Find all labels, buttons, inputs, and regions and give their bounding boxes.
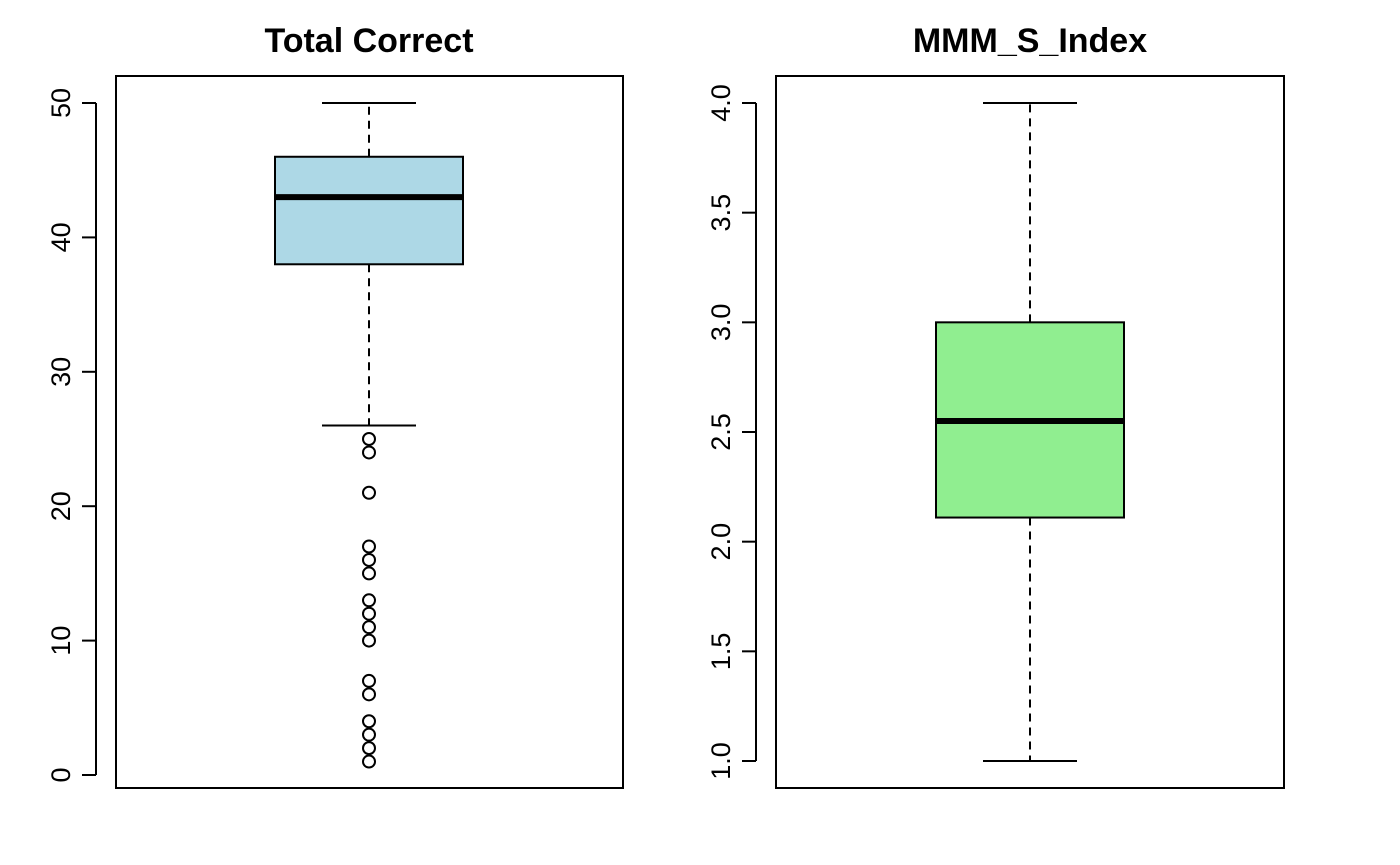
outlier-point [362,687,376,702]
outlier-point [362,539,376,554]
chart-title: Total Correct [264,22,473,60]
y-tick-label: 3.0 [706,304,736,342]
outlier-point [362,552,376,567]
y-tick-label: 4.0 [706,84,736,122]
outlier-point [362,606,376,621]
panel-1: Total Correct 0 10 20 30 40 50 [46,22,624,789]
outlier-point [362,673,376,688]
outlier-point [362,566,376,581]
outlier-point [362,432,376,446]
y-tick-label: 20 [46,491,76,521]
outlier-point [362,593,376,608]
outlier-point [362,633,376,648]
y-tick-label: 40 [46,222,76,252]
y-tick-label: 0 [46,767,76,782]
panel-2: MMM_S_Index 1.0 1.5 2.0 2.5 3.0 3.5 4.0 [706,22,1285,789]
y-tick-label: 2.0 [706,523,736,561]
plot-frame [775,75,1285,789]
chart-title: MMM_S_Index [913,22,1147,60]
y-tick-label: 10 [46,626,76,656]
y-tick-label: 1.5 [706,633,736,671]
y-tick-label: 3.5 [706,194,736,232]
outlier-point [362,485,376,500]
y-tick-label: 2.5 [706,413,736,451]
y-tick-label: 50 [46,88,76,118]
plot-frame [115,75,624,789]
outlier-point [362,754,376,769]
outlier-point [362,620,376,635]
outlier-point [362,727,376,742]
y-tick-label: 30 [46,357,76,387]
outlier-point [362,714,376,729]
outlier-point [362,741,376,756]
iqr-box [274,155,464,266]
y-tick-label: 1.0 [706,742,736,780]
outlier-point [362,445,376,460]
